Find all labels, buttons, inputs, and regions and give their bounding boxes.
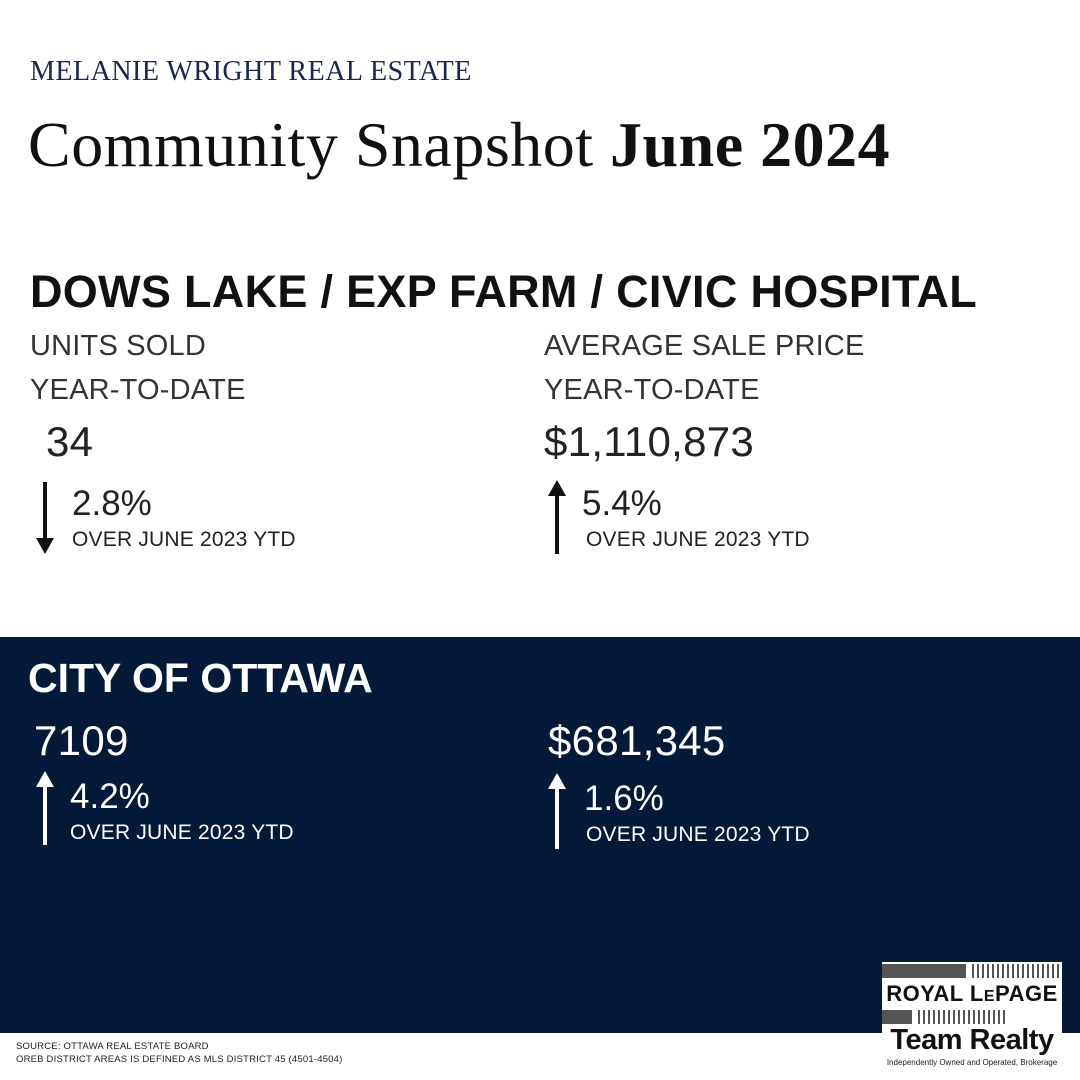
units-sold-label: UNITS SOLD (30, 330, 207, 362)
logo-royal-lepage: ROYAL LEPAGE (886, 981, 1058, 1006)
city-price-comparison: OVER JUNE 2023 YTD (586, 823, 810, 846)
avg-price-label: AVERAGE SALE PRICE (544, 330, 865, 362)
logo-team-realty: Team Realty (890, 1024, 1054, 1056)
footer-note: OREB DISTRICT AREAS IS DEFINED AS MLS DI… (16, 1054, 343, 1065)
avg-price-comparison: OVER JUNE 2023 YTD (586, 528, 810, 551)
footer-source: SOURCE: OTTAWA REAL ESTATE BOARD (16, 1041, 209, 1052)
arrow-up-icon (36, 771, 54, 845)
royal-lepage-logo: ROYAL LEPAGE Team Realty Independently O… (882, 962, 1062, 1072)
units-sold-period: YEAR-TO-DATE (30, 374, 246, 406)
units-sold-value: 34 (46, 418, 94, 465)
city-price-change: 1.6% (584, 779, 664, 818)
units-sold-change: 2.8% (72, 484, 152, 523)
city-name: CITY OF OTTAWA (28, 655, 373, 701)
logo-top-bars (882, 964, 1059, 978)
title-date: June 2024 (610, 109, 891, 180)
city-price-value: $681,345 (548, 717, 726, 764)
avg-price-value: $1,110,873 (544, 418, 755, 465)
logo-tagline: Independently Owned and Operated, Broker… (886, 1058, 1058, 1067)
page-title: Community Snapshot June 2024 (28, 108, 890, 182)
city-units-comparison: OVER JUNE 2023 YTD (70, 821, 294, 844)
arrow-up-icon (548, 480, 566, 554)
arrow-down-icon (36, 482, 54, 554)
arrow-up-icon (548, 773, 566, 849)
title-prefix: Community Snapshot (28, 109, 610, 180)
brand-name: MELANIE WRIGHT REAL ESTATE (30, 56, 472, 87)
logo-middle-bars (882, 1010, 1005, 1024)
units-sold-comparison: OVER JUNE 2023 YTD (72, 528, 296, 551)
city-units-change: 4.2% (70, 777, 150, 816)
avg-price-change: 5.4% (582, 484, 662, 523)
community-name: DOWS LAKE / EXP FARM / CIVIC HOSPITAL (30, 266, 978, 317)
city-units-value: 7109 (34, 717, 129, 764)
avg-price-period: YEAR-TO-DATE (544, 374, 760, 406)
